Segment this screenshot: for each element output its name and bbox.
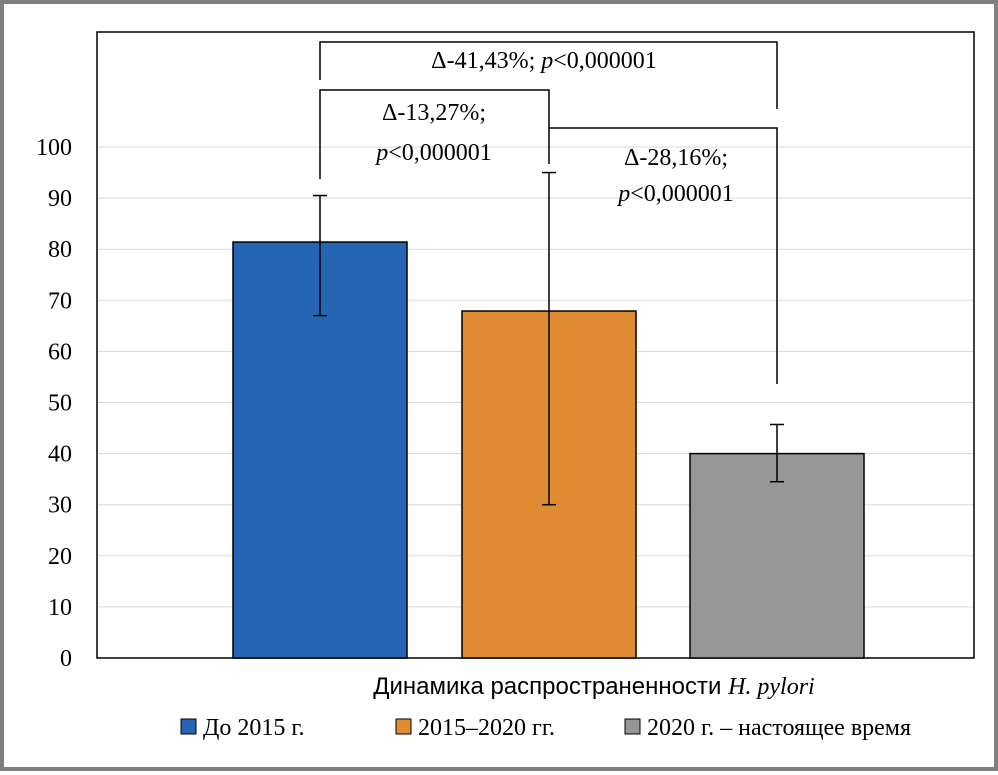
significance-bracket [549,127,778,384]
y-tick-label: 80 [48,237,72,263]
bracket-label: p<0,000001 [616,181,734,207]
x-axis-label: Динамика распространенности H. pylori [373,673,814,700]
bracket-label: Δ-13,27%; [382,100,486,126]
legend-label: 2020 г. – настоящее время [647,715,911,741]
bracket-label: Δ-41,43%; p<0,000001 [431,48,657,74]
y-tick-label: 60 [48,339,72,365]
bracket-label: p<0,000001 [374,140,492,166]
y-tick-label: 70 [48,288,72,314]
legend-swatch [395,718,412,735]
significance-bracket [319,41,778,109]
significance-bracket [319,89,550,179]
y-tick-label: 0 [60,646,72,672]
error-bars [313,171,784,506]
legend-label: До 2015 г. [203,715,305,741]
y-tick-label: 20 [48,544,72,570]
y-tick-label: 30 [48,493,72,519]
bar-chart: 0 10 20 30 40 50 60 70 80 90 100 Δ-41,43%; p<0,000… [36,31,975,741]
legend-swatch [180,718,197,735]
y-tick-label: 40 [48,442,72,468]
y-tick-label: 10 [48,595,72,621]
y-axis-ticks: 0 10 20 30 40 50 60 70 80 90 100 [36,135,72,672]
legend: До 2015 г. 2015–2020 гг. 2020 г. – настоящ… [180,715,911,741]
significance-brackets: Δ-41,43%; p<0,000001 Δ-13,27%; p<0,000001 Δ… [319,41,778,384]
y-tick-label: 50 [48,391,72,417]
legend-swatch [624,718,641,735]
y-tick-label: 100 [36,135,72,161]
bracket-label: Δ-28,16%; [624,145,728,171]
legend-label: 2015–2020 гг. [418,715,555,741]
y-tick-label: 90 [48,186,72,212]
bar [689,452,865,659]
